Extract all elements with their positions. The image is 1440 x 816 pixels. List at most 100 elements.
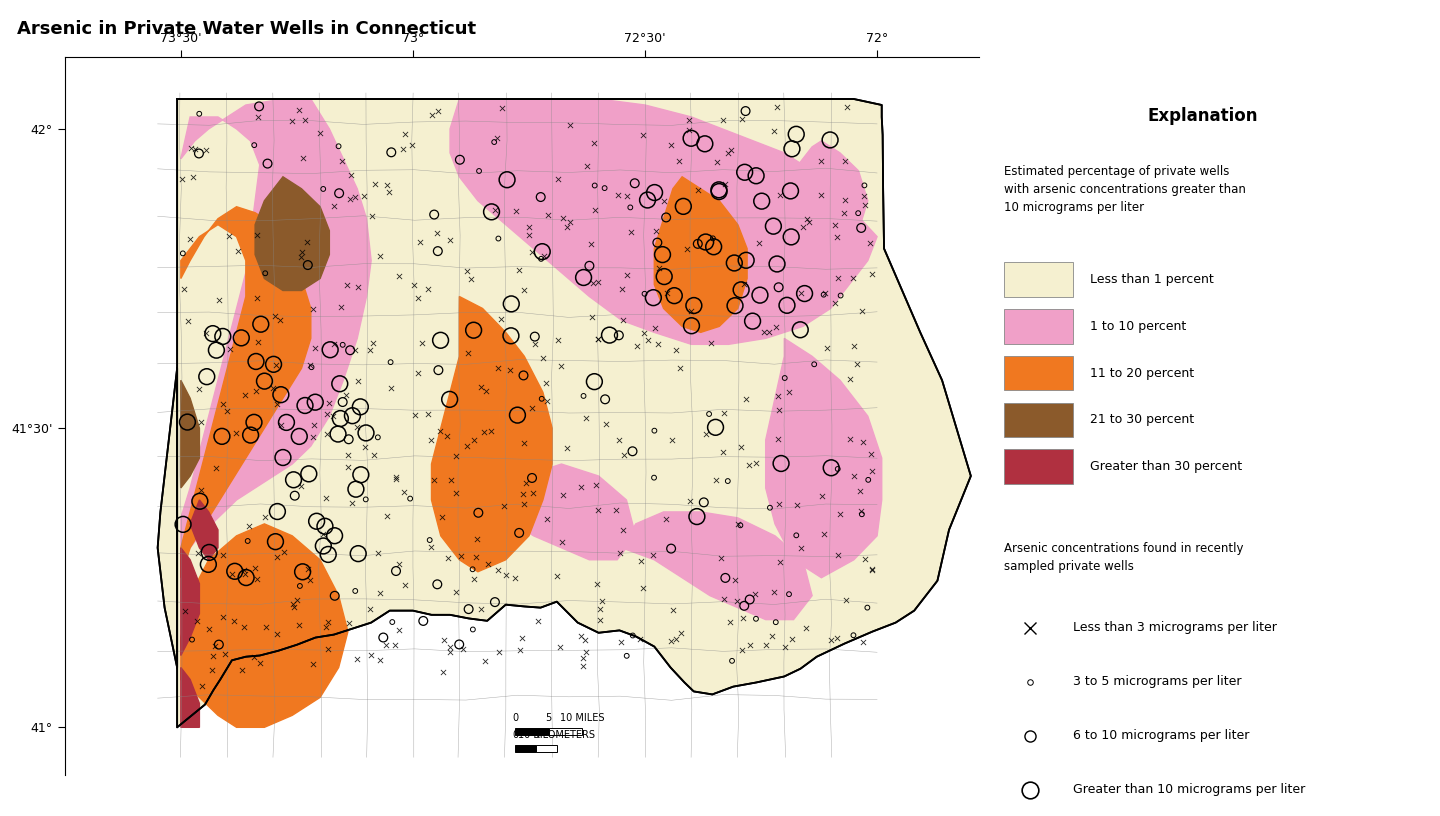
Point — [246, 335, 269, 348]
Point — [487, 564, 510, 577]
Point — [573, 633, 596, 646]
Point — [793, 287, 816, 300]
Point — [713, 177, 736, 190]
Point — [827, 463, 850, 476]
Point — [655, 286, 678, 299]
Point — [180, 633, 203, 646]
Point — [242, 650, 265, 663]
Point — [410, 337, 433, 350]
Point — [520, 472, 543, 485]
Point — [248, 100, 271, 113]
Point — [341, 497, 364, 510]
Point — [789, 542, 812, 555]
Point — [511, 631, 534, 644]
Point — [190, 680, 213, 693]
Point — [194, 143, 217, 156]
Point — [361, 449, 384, 462]
Point — [514, 477, 537, 490]
Point — [248, 657, 271, 670]
Point — [726, 594, 749, 607]
Point — [773, 641, 796, 654]
Point — [235, 571, 258, 584]
Point — [531, 245, 554, 258]
Point — [707, 184, 730, 197]
Point — [809, 155, 832, 168]
Point — [323, 338, 346, 351]
Point — [246, 111, 269, 124]
Point — [337, 461, 360, 474]
Polygon shape — [785, 141, 868, 249]
Point — [818, 133, 841, 146]
Point — [819, 461, 842, 474]
Point — [851, 304, 874, 317]
Point — [789, 323, 812, 336]
Point — [759, 501, 782, 514]
Point — [582, 136, 605, 149]
Point — [492, 499, 516, 512]
Point — [488, 645, 511, 659]
Point — [291, 246, 314, 259]
Point — [734, 254, 757, 267]
Point — [212, 330, 235, 343]
Point — [580, 238, 603, 251]
Point — [857, 473, 880, 486]
Point — [361, 336, 384, 349]
Point — [570, 629, 593, 642]
Point — [549, 641, 572, 654]
Point — [586, 332, 609, 345]
Point — [744, 169, 768, 182]
Point — [612, 313, 635, 326]
Polygon shape — [451, 99, 877, 344]
Point — [845, 358, 868, 371]
Point — [768, 281, 791, 294]
Point — [569, 481, 592, 494]
Point — [642, 471, 665, 484]
Point — [223, 565, 246, 578]
Point — [380, 615, 403, 628]
Point — [304, 396, 327, 409]
Point — [314, 520, 337, 533]
Point — [547, 334, 570, 347]
Polygon shape — [255, 177, 330, 290]
Point — [500, 297, 523, 310]
Point — [338, 193, 361, 206]
Point — [321, 410, 344, 423]
Point — [426, 104, 449, 118]
Point — [383, 639, 406, 652]
Point — [711, 113, 734, 126]
Point — [546, 570, 569, 583]
Point — [769, 457, 792, 470]
Point — [598, 329, 621, 342]
Point — [628, 632, 651, 645]
Point — [289, 480, 312, 493]
Point — [311, 183, 334, 196]
Point — [217, 229, 240, 242]
Point — [595, 418, 618, 431]
Point — [207, 294, 230, 307]
Point — [183, 143, 206, 156]
Point — [189, 494, 212, 508]
Point — [490, 313, 513, 326]
Point — [572, 271, 595, 284]
Point — [213, 648, 236, 661]
Point — [798, 215, 821, 228]
Point — [608, 329, 631, 342]
Point — [272, 545, 295, 558]
Point — [513, 369, 536, 382]
Point — [301, 303, 324, 316]
Point — [197, 558, 220, 571]
Point — [583, 179, 606, 192]
Point — [550, 360, 573, 373]
Point — [225, 426, 248, 439]
Point — [452, 643, 475, 656]
Point — [687, 237, 710, 251]
Point — [480, 424, 503, 437]
Point — [304, 341, 327, 354]
Point — [520, 402, 543, 415]
Point — [776, 299, 799, 312]
Point — [609, 636, 632, 649]
Point — [593, 182, 616, 195]
Point — [207, 638, 230, 651]
Point — [527, 614, 550, 628]
Text: 10 KILOMETERS: 10 KILOMETERS — [518, 730, 595, 739]
